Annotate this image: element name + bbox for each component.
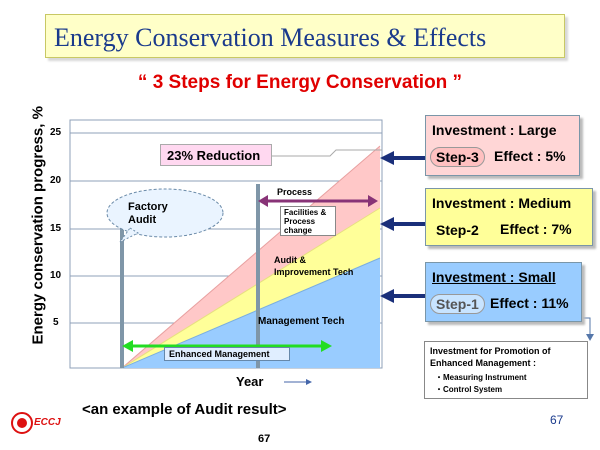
reduction-box: 23% Reduction: [160, 144, 272, 166]
audit-result-caption: <an example of Audit result>: [82, 401, 287, 418]
promotion-box: Investment for Promotion of Enhanced Man…: [424, 341, 588, 399]
y-tick-label: 25: [50, 127, 62, 138]
factory-audit-cloud: [106, 188, 224, 238]
navy-arrows: [380, 151, 426, 303]
step2-effect: Effect : 7%: [500, 221, 572, 237]
title-banner: Energy Conservation Measures & Effects: [45, 14, 565, 58]
promotion-title-line2: Enhanced Management :: [430, 358, 537, 368]
investment-small-title: Investment : Small: [432, 269, 556, 285]
promo-connector-head: [586, 334, 594, 341]
x-axis-label: Year: [236, 374, 264, 389]
process-arrow-right-head: [368, 195, 378, 207]
audit-improvement-label: Audit & Improvement Tech: [274, 255, 354, 277]
enhanced-arrow-right-head: [321, 340, 332, 352]
investment-large-box: Investment : Large Step-3 Effect : 5%: [425, 115, 580, 176]
factory-audit-bar: [120, 225, 124, 368]
page-number-bottom: 67: [258, 433, 271, 445]
enhanced-management-label: Enhanced Management: [169, 349, 270, 359]
facilities-label: Facilities & Process change: [284, 208, 327, 235]
process-label: Process: [277, 187, 313, 197]
subtitle: “ 3 Steps for Energy Conservation ”: [137, 72, 463, 93]
process-arrow-left-head: [258, 195, 268, 207]
step3-effect: Effect : 5%: [494, 148, 566, 164]
enhanced-arrow-left-head: [122, 340, 133, 352]
y-tick-label: 15: [50, 223, 62, 234]
step2-line: [121, 207, 381, 369]
investment-medium-box: Investment : Medium Step-2 Effect : 7%: [425, 188, 593, 246]
logo-ring: [11, 412, 33, 434]
step2-badge: Step-2: [436, 222, 479, 238]
investment-small-box: Investment : Small Step-1 Effect : 11%: [425, 262, 582, 322]
cloud-tail: [119, 227, 140, 243]
promotion-item: ・Measuring Instrument: [435, 373, 527, 382]
reduction-label: 23% Reduction: [167, 148, 261, 163]
promotion-title-line1: Investment for Promotion of: [430, 346, 551, 356]
y-tick-label: 5: [53, 317, 59, 328]
promotion-item: ・Control System: [435, 385, 503, 394]
year-arrow-head: [306, 379, 312, 385]
step1-badge: Step-1: [430, 294, 485, 314]
page-number-right: 67: [550, 413, 564, 427]
enhanced-management-box: Enhanced Management: [164, 347, 290, 361]
step3-line: [121, 145, 381, 369]
investment-medium-title: Investment : Medium: [432, 195, 572, 211]
step3-badge: Step-3: [430, 147, 485, 167]
y-tick-label: 20: [50, 175, 62, 186]
step1-effect: Effect : 11%: [490, 295, 569, 311]
page-title: Energy Conservation Measures & Effects: [54, 23, 487, 52]
y-tick-label: 10: [50, 270, 62, 281]
logo-text: ECCJ: [34, 417, 61, 428]
promo-connector: [582, 317, 591, 336]
management-tech-label: Management Tech: [258, 316, 345, 327]
investment-large-title: Investment : Large: [432, 122, 557, 138]
reduction-pointer: [270, 149, 382, 157]
facilities-box: Facilities & Process change: [280, 206, 336, 236]
logo-dot: [17, 418, 27, 428]
factory-audit-label: Factory Audit: [128, 201, 168, 226]
process-bar: [256, 184, 260, 368]
